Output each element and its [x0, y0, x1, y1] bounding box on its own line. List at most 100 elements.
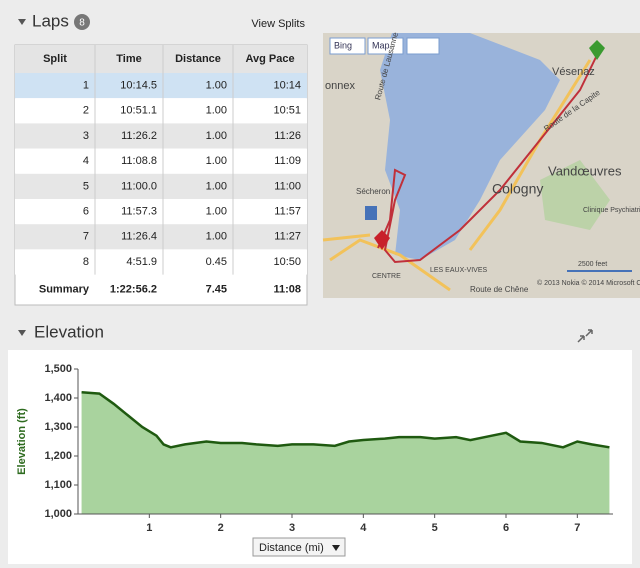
row-bg	[15, 199, 307, 225]
cell: 7	[83, 231, 89, 243]
map-label: onnex	[325, 80, 355, 92]
map-layers[interactable]	[406, 37, 440, 55]
cell: 1.00	[206, 155, 227, 167]
cell: 1.00	[206, 180, 227, 192]
summary-cell: 7.45	[206, 284, 227, 296]
map-label: Clinique Psychiatrique de Bel-Air	[583, 207, 640, 214]
cell: 11:00	[274, 180, 301, 192]
cell: 8	[83, 256, 89, 268]
y-tick-label: 1,100	[44, 479, 72, 491]
laps-title: Laps	[32, 11, 69, 30]
map-control-label: Bing	[334, 40, 352, 50]
cell: 4:51.9	[126, 256, 157, 268]
map: Bing Map Vésenaz Cologny Vandœuvres onnex Rout…	[322, 31, 640, 298]
row-bg	[15, 173, 307, 199]
summary-cell: 11:08	[273, 284, 301, 296]
summary-cell: 1:22:56.2	[110, 284, 157, 296]
map-control[interactable]	[329, 37, 366, 55]
y-tick-label: 1,500	[44, 363, 72, 375]
x-tick-label: 1	[146, 522, 152, 534]
cell: 2	[83, 105, 89, 117]
dropdown-arrow	[332, 545, 340, 551]
map-label: Cologny	[492, 181, 543, 197]
cell: 1	[83, 80, 89, 92]
column-header: Split	[43, 53, 67, 65]
cell: 1.00	[206, 80, 227, 92]
x-axis-label: Distance (mi)	[259, 542, 324, 554]
cell: 4	[83, 155, 89, 167]
y-tick-label: 1,300	[44, 421, 72, 433]
row-bg	[15, 249, 307, 275]
x-tick-label: 6	[503, 522, 509, 534]
map-scale: 2500 feet	[578, 261, 607, 268]
cell: 1.00	[206, 130, 227, 142]
x-tick-label: 2	[218, 522, 224, 534]
cell: 5	[83, 180, 89, 192]
x-tick-label: 3	[289, 522, 295, 534]
cell: 1.00	[206, 105, 227, 117]
map-label: Vésenaz	[552, 66, 595, 78]
column-header: Time	[116, 53, 141, 65]
cell: 10:50	[273, 256, 301, 268]
map-marker	[365, 206, 377, 220]
y-tick-label: 1,200	[44, 450, 72, 462]
row-bg	[15, 73, 307, 99]
map-copyright: © 2013 Nokia © 2014 Microsoft Co	[537, 279, 640, 287]
map-control-label: Map	[372, 40, 390, 50]
laps-badge: 8	[79, 18, 85, 29]
map-label: Route de Chêne	[470, 285, 529, 294]
cell: 10:51.1	[120, 105, 157, 117]
x-tick-label: 4	[360, 522, 367, 534]
laps-badge-bg	[74, 14, 90, 30]
cell: 11:00.0	[121, 180, 157, 192]
map-control[interactable]	[367, 37, 404, 55]
cell: 11:09	[274, 155, 301, 167]
cell: 10:51	[273, 105, 301, 117]
row-bg	[15, 224, 307, 250]
column-header: Avg Pace	[245, 53, 294, 65]
row-bg	[15, 148, 307, 174]
elevation-line	[81, 390, 610, 449]
lake	[380, 33, 560, 260]
cell: 6	[83, 206, 89, 218]
view-splits[interactable]: View Splits	[251, 18, 305, 30]
cell: 11:26.2	[121, 130, 157, 142]
cell: 10:14.5	[120, 80, 157, 92]
cell: 11:57	[274, 206, 301, 218]
header-bg	[15, 45, 307, 73]
start-pin	[589, 40, 605, 60]
cell: 11:27	[274, 231, 301, 243]
map-label: LES EAUX-VIVES	[430, 267, 488, 274]
row-bg	[15, 123, 307, 149]
cell: 10:14	[273, 80, 301, 92]
end-pin	[374, 230, 390, 250]
y-axis-label: Elevation (ft)	[16, 408, 28, 475]
elevation-chart: 1,000 1,100 1,200 1,300 1,400 1,500 1 2 3 4 5 6 7 Ele…	[16, 363, 613, 534]
x-unit-dropdown[interactable]	[252, 537, 346, 557]
elevation-area	[81, 392, 610, 514]
expand-icon[interactable]	[577, 329, 593, 343]
cell: 3	[83, 130, 89, 142]
cell: 11:57.3	[121, 206, 157, 218]
column-header: Distance	[175, 53, 221, 65]
row-bg	[15, 98, 307, 124]
roads	[322, 59, 592, 292]
collapse-icon[interactable]	[18, 330, 26, 336]
route	[377, 54, 598, 264]
map-label: Sécheron	[356, 187, 390, 196]
elevation-title: Elevation	[34, 322, 104, 341]
cell: 11:08.8	[121, 155, 157, 167]
map-label: CENTRE	[372, 273, 401, 280]
y-tick-label: 1,400	[44, 392, 72, 404]
y-tick-label: 1,000	[44, 508, 72, 520]
map-label: Vandœuvres	[548, 163, 622, 178]
cell: 11:26.4	[121, 231, 157, 243]
cell: 0.45	[206, 256, 227, 268]
cell: 1.00	[206, 206, 227, 218]
park	[540, 160, 610, 230]
x-tick-label: 7	[574, 522, 580, 534]
x-tick-label: 5	[432, 522, 438, 534]
cell: 1.00	[206, 231, 227, 243]
collapse-icon[interactable]	[18, 19, 26, 25]
